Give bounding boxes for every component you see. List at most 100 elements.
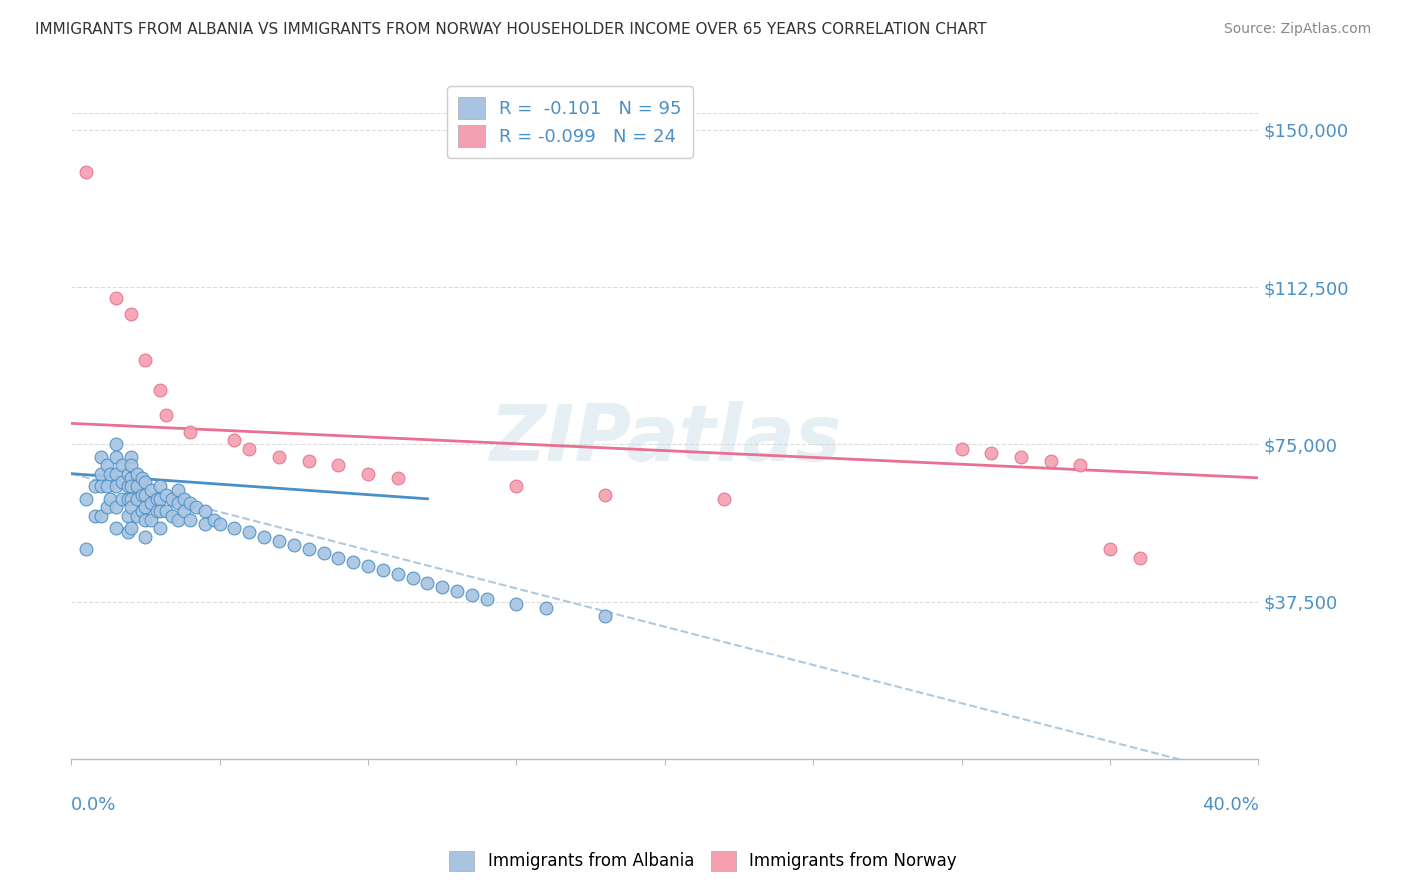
Point — [224, 521, 246, 535]
Point — [141, 496, 163, 510]
Point — [134, 353, 156, 368]
Point — [267, 450, 290, 464]
Point — [98, 491, 121, 506]
Point — [149, 491, 172, 506]
Point — [1129, 550, 1152, 565]
Point — [120, 491, 142, 506]
Point — [149, 521, 172, 535]
Point — [387, 471, 409, 485]
Text: ZIPatlas: ZIPatlas — [489, 401, 841, 476]
Point — [75, 165, 97, 179]
Point — [167, 496, 190, 510]
Point — [155, 504, 177, 518]
Text: 40.0%: 40.0% — [1202, 797, 1258, 814]
Point — [298, 542, 321, 557]
Point — [84, 508, 107, 523]
Point — [202, 513, 225, 527]
Point — [141, 513, 163, 527]
Point — [104, 291, 127, 305]
Point — [312, 546, 335, 560]
Point — [120, 458, 142, 473]
Point — [96, 500, 118, 515]
Point — [96, 458, 118, 473]
Point — [120, 479, 142, 493]
Point — [357, 558, 380, 573]
Point — [1069, 458, 1091, 473]
Point — [141, 483, 163, 498]
Point — [387, 567, 409, 582]
Text: Source: ZipAtlas.com: Source: ZipAtlas.com — [1223, 22, 1371, 37]
Point — [167, 513, 190, 527]
Point — [120, 500, 142, 515]
Point — [950, 442, 973, 456]
Point — [98, 467, 121, 481]
Point — [505, 597, 527, 611]
Legend: R =  -0.101   N = 95, R = -0.099   N = 24: R = -0.101 N = 95, R = -0.099 N = 24 — [447, 87, 693, 158]
Point — [173, 504, 195, 518]
Point — [179, 513, 201, 527]
Point — [134, 500, 156, 515]
Point — [104, 521, 127, 535]
Point — [357, 467, 380, 481]
Point — [328, 550, 350, 565]
Point — [125, 491, 148, 506]
Point — [149, 479, 172, 493]
Point — [446, 584, 468, 599]
Point — [90, 467, 112, 481]
Point — [371, 563, 394, 577]
Point — [104, 437, 127, 451]
Point — [238, 442, 260, 456]
Point — [980, 446, 1002, 460]
Point — [120, 307, 142, 321]
Point — [111, 475, 134, 489]
Point — [267, 533, 290, 548]
Point — [90, 479, 112, 493]
Point — [117, 479, 139, 493]
Point — [90, 450, 112, 464]
Point — [505, 479, 527, 493]
Point — [96, 479, 118, 493]
Point — [155, 408, 177, 422]
Point — [104, 479, 127, 493]
Point — [117, 508, 139, 523]
Point — [1099, 542, 1122, 557]
Point — [155, 488, 177, 502]
Point — [461, 588, 484, 602]
Point — [1010, 450, 1032, 464]
Point — [117, 491, 139, 506]
Point — [253, 530, 276, 544]
Point — [134, 488, 156, 502]
Point — [134, 475, 156, 489]
Point — [283, 538, 305, 552]
Point — [134, 530, 156, 544]
Point — [194, 516, 217, 531]
Point — [134, 513, 156, 527]
Point — [179, 425, 201, 439]
Point — [131, 488, 153, 502]
Point — [75, 491, 97, 506]
Point — [125, 467, 148, 481]
Point — [713, 491, 735, 506]
Point — [146, 491, 169, 506]
Point — [117, 467, 139, 481]
Point — [104, 500, 127, 515]
Point — [475, 592, 498, 607]
Point — [104, 467, 127, 481]
Point — [149, 504, 172, 518]
Point — [111, 458, 134, 473]
Point — [104, 450, 127, 464]
Point — [75, 542, 97, 557]
Point — [208, 516, 231, 531]
Point — [173, 491, 195, 506]
Point — [328, 458, 350, 473]
Point — [90, 508, 112, 523]
Point — [167, 483, 190, 498]
Point — [534, 600, 557, 615]
Point — [120, 450, 142, 464]
Point — [194, 504, 217, 518]
Point — [184, 500, 207, 515]
Point — [416, 575, 439, 590]
Point — [125, 479, 148, 493]
Point — [179, 496, 201, 510]
Point — [401, 572, 423, 586]
